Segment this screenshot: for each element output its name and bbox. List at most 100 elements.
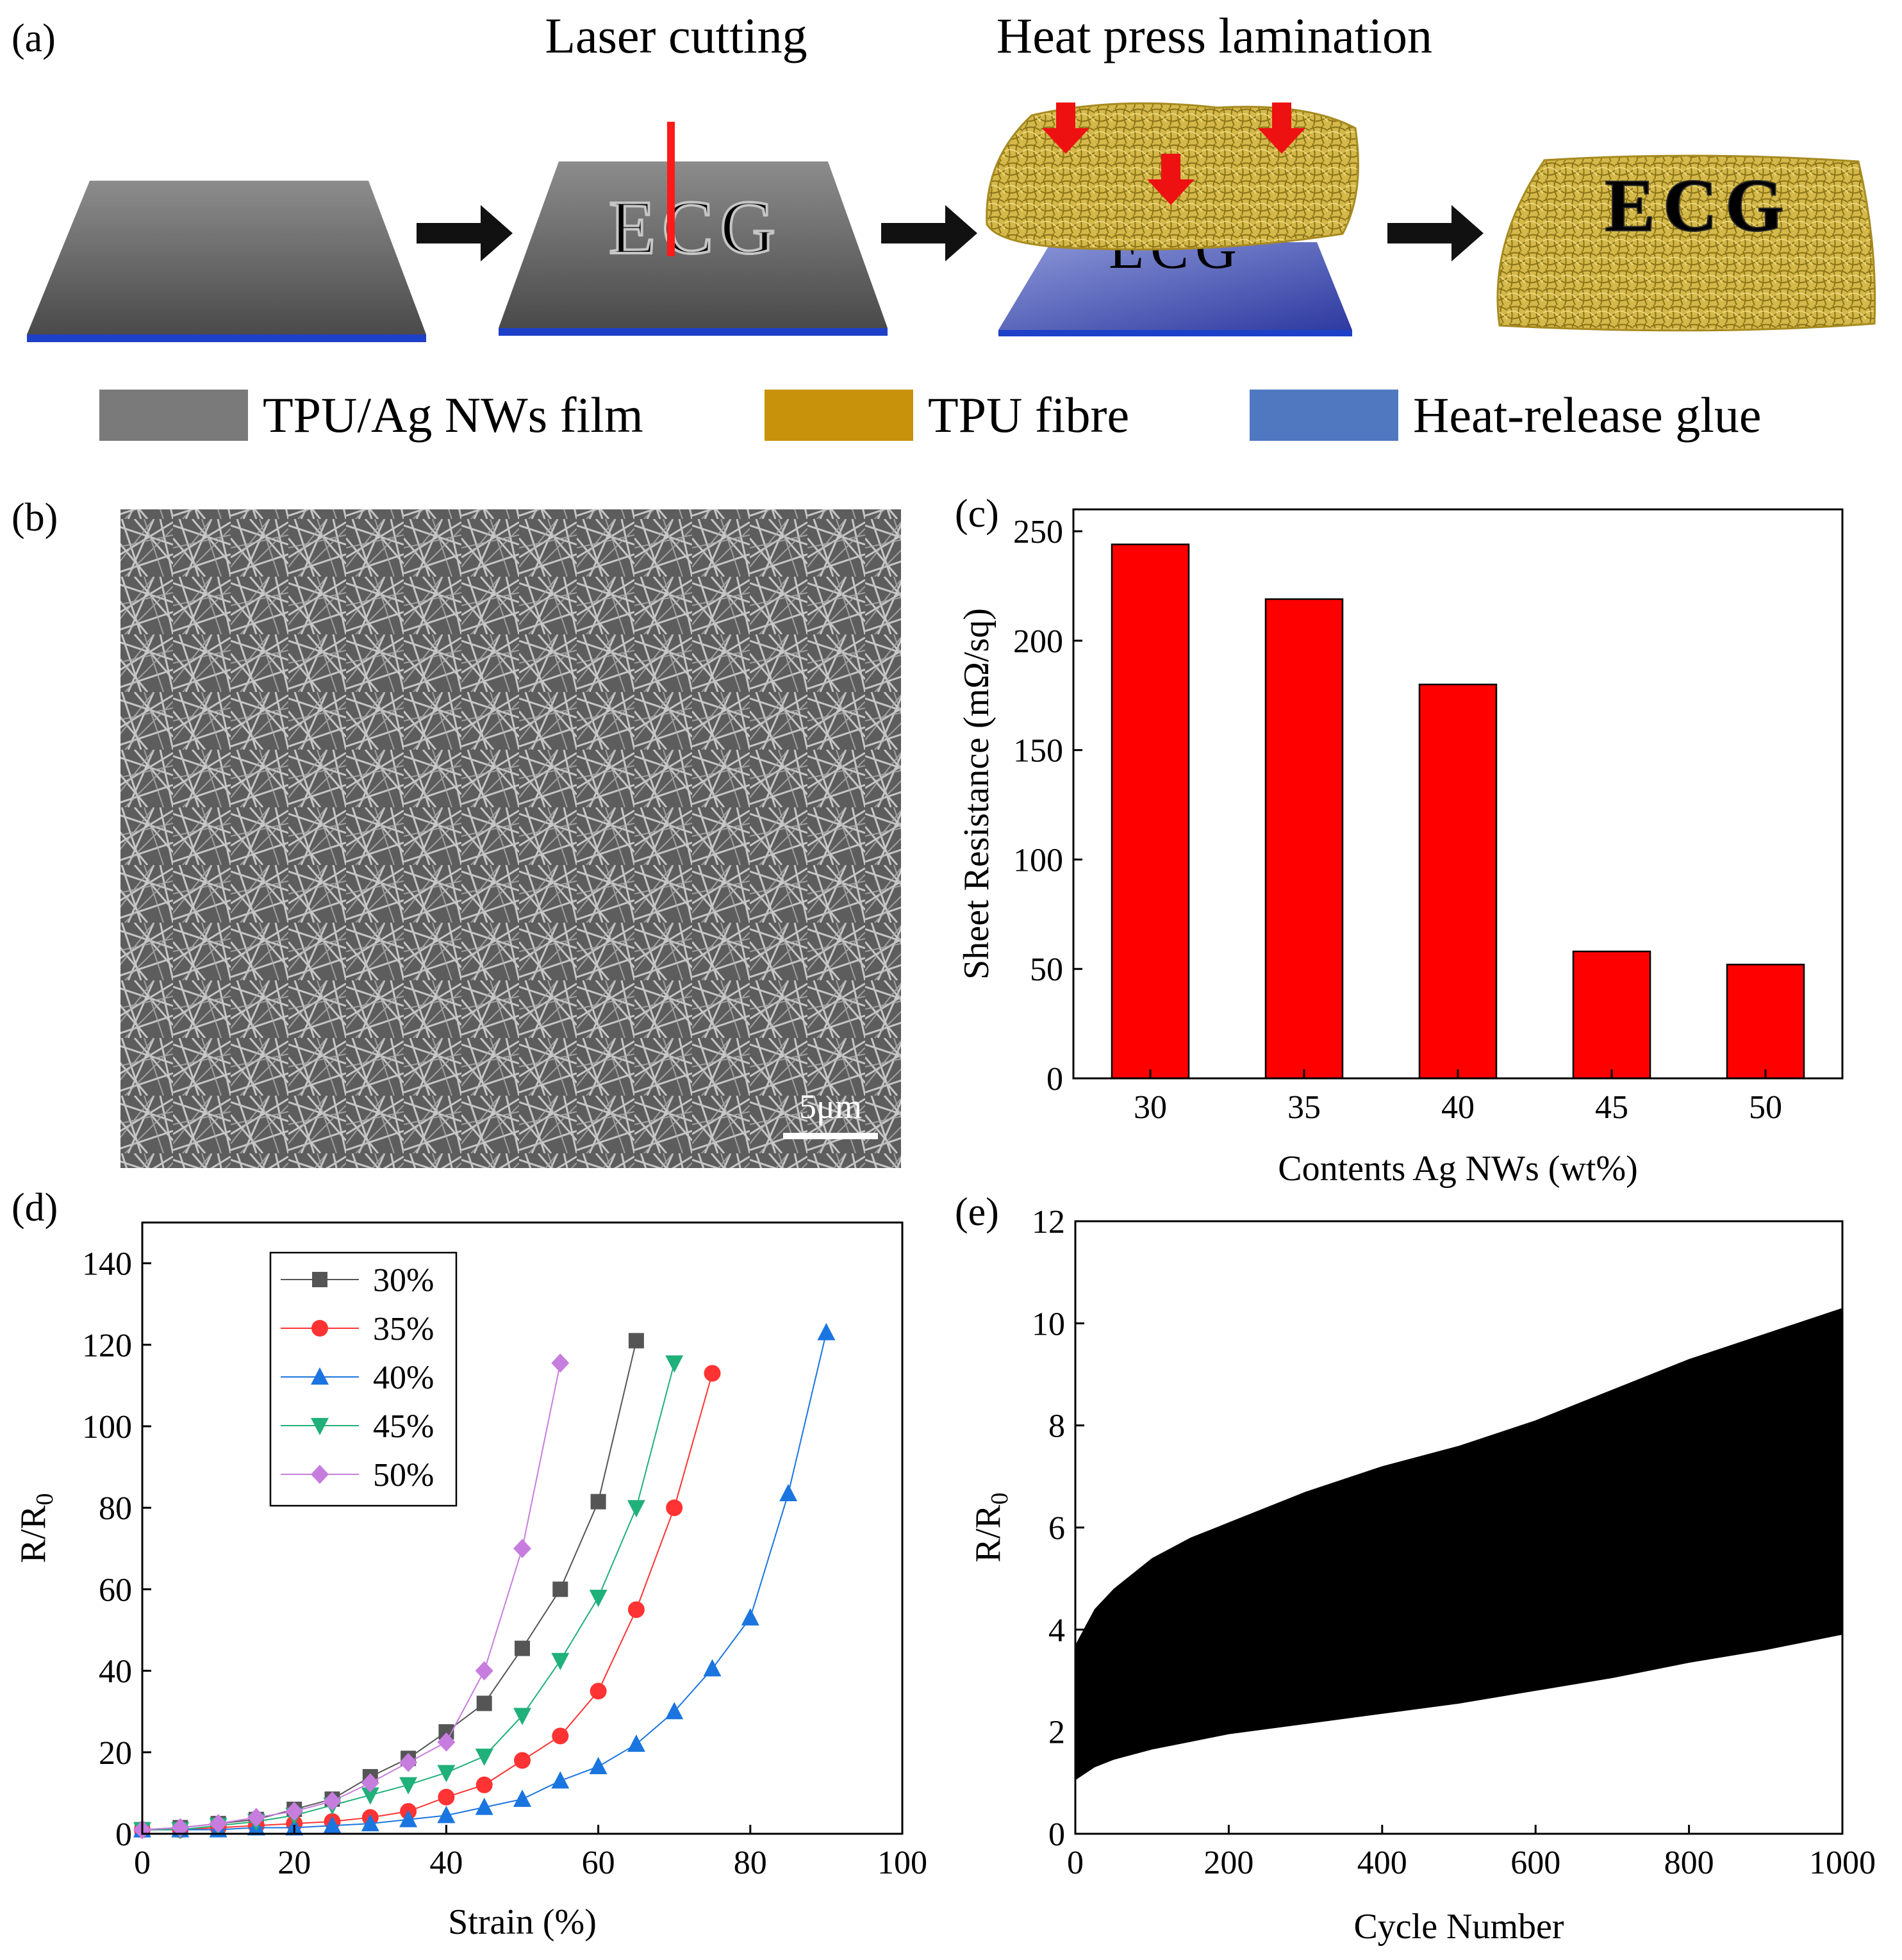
data-point-45% (551, 1652, 570, 1670)
data-point-35% (627, 1601, 645, 1618)
panel-label-d: (d) (12, 1186, 58, 1230)
y-tick-label: 140 (82, 1246, 132, 1283)
data-point-45% (589, 1590, 608, 1608)
data-point-40% (323, 1816, 342, 1834)
legend-swatch-film (99, 390, 248, 441)
ecg-electrode-text: ECG (1605, 163, 1792, 247)
plot-frame (141, 1221, 904, 1835)
data-point-50% (285, 1802, 304, 1822)
legend-label-45%: 45% (373, 1408, 434, 1445)
x-tick-label: 30 (1134, 1089, 1167, 1126)
data-point-30% (628, 1333, 644, 1349)
bar-35 (1264, 598, 1344, 1080)
panel-d-line-chart: (d) 0 20 40 60 80 100 120 140 0 20 40 60 80 100 Strain… (12, 1186, 927, 1942)
data-point-50% (247, 1808, 265, 1827)
x-tick-label: 45 (1595, 1089, 1628, 1126)
x-tick-label: 1000 (1809, 1845, 1876, 1881)
data-point-45% (361, 1787, 379, 1805)
x-axis-title: Contents Ag NWs (wt%) (1278, 1149, 1638, 1189)
panel-a-process-schematic: (a) Laser cutting Heat press lamination … (12, 8, 1876, 443)
data-point-45% (627, 1500, 645, 1518)
data-point-40% (779, 1483, 798, 1501)
data-point-50% (209, 1814, 227, 1834)
y-tick-label: 10 (1032, 1306, 1065, 1342)
x-axis-title: Cycle Number (1353, 1907, 1564, 1947)
legend-marker-30% (312, 1272, 327, 1287)
legend-label-glue: Heat-release glue (1413, 387, 1762, 443)
sem-micrograph (120, 509, 901, 1168)
legend-label-40%: 40% (373, 1360, 434, 1396)
y-tick-label: 80 (99, 1490, 132, 1527)
heat-press-title: Heat press lamination (996, 8, 1432, 63)
data-point-40% (817, 1322, 836, 1340)
plot-e: 0 2 4 6 8 10 12 0 200 400 600 800 1000 Cycle Number R/… (968, 1204, 1876, 1947)
y-tick-label: 120 (82, 1328, 132, 1364)
x-tick-label: 40 (1441, 1089, 1475, 1126)
ecg-cut-outline: ECG (609, 185, 782, 270)
x-tick-label: 600 (1510, 1845, 1560, 1881)
panel-b-sem-image: (b) 5μm (12, 496, 901, 1168)
scale-bar (783, 1133, 878, 1139)
data-point-50% (551, 1353, 570, 1373)
x-tick-label: 35 (1287, 1089, 1321, 1126)
x-tick-label: 0 (1067, 1845, 1084, 1881)
data-point-35% (704, 1365, 721, 1382)
y-tick-label: 0 (1046, 1061, 1063, 1098)
legend-marker-40% (311, 1367, 329, 1385)
plot-c: 30 35 40 45 50 0 50 100 150 200 250 Contents Ag NWs… (957, 508, 1844, 1189)
data-point-30% (476, 1695, 492, 1711)
legend-marker-50% (311, 1465, 329, 1484)
arrow-right-icon (417, 205, 513, 261)
legend-marker-35% (311, 1320, 328, 1337)
film-plain (27, 181, 426, 342)
panel-label-a: (a) (12, 17, 56, 60)
legend-label-50%: 50% (373, 1457, 434, 1494)
legend-swatch-glue (1250, 390, 1398, 441)
panel-e-cycling-chart: (e) 0 2 4 6 8 10 12 0 200 400 600 800 1000 Cycle Numb… (955, 1190, 1876, 1947)
heat-press-stack: ECG (986, 102, 1359, 336)
panel-label-c: (c) (955, 492, 999, 536)
arrow-right-icon (881, 205, 977, 261)
data-point-40% (437, 1806, 456, 1824)
bar-45 (1572, 950, 1651, 1080)
press-arrow-down-icon (1147, 154, 1195, 205)
x-tick-label: 0 (134, 1845, 151, 1881)
legend: 30% 35% 40% 45% 50% (269, 1251, 458, 1507)
data-point-40% (589, 1757, 608, 1775)
data-point-40% (551, 1771, 570, 1789)
laser-beam (667, 122, 675, 256)
y-tick-label: 100 (82, 1409, 132, 1445)
legend-label-35%: 35% (373, 1311, 434, 1347)
press-arrow-down-icon (1042, 103, 1089, 154)
data-point-45% (475, 1749, 493, 1766)
bar-30 (1111, 543, 1190, 1080)
laser-cutting-title: Laser cutting (545, 8, 807, 63)
data-point-40% (399, 1809, 418, 1827)
x-tick-label: 80 (734, 1845, 767, 1881)
scale-bar-label: 5μm (799, 1087, 862, 1126)
data-point-45% (513, 1708, 531, 1725)
bar-50 (1726, 964, 1805, 1080)
plot-d: 0 20 40 60 80 100 120 140 0 20 40 60 80 100 Strain (%)… (13, 1221, 927, 1942)
y-axis-title: R/R0 (968, 1492, 1013, 1562)
y-tick-label: 150 (1013, 733, 1063, 770)
data-point-35% (590, 1683, 607, 1700)
y-tick-label: 40 (99, 1654, 132, 1690)
data-point-35% (552, 1727, 569, 1745)
data-point-30% (590, 1494, 606, 1510)
data-point-40% (741, 1608, 759, 1626)
y-tick-label: 2 (1048, 1715, 1065, 1751)
y-tick-label: 0 (1048, 1816, 1065, 1853)
press-arrow-down-icon (1258, 103, 1305, 154)
x-tick-label: 60 (582, 1845, 615, 1881)
data-point-35% (476, 1776, 493, 1793)
y-tick-label: 12 (1032, 1204, 1065, 1240)
x-tick-label: 200 (1203, 1845, 1253, 1881)
plot-frame (1072, 508, 1844, 1080)
y-tick-label: 50 (1030, 951, 1063, 988)
data-point-50% (171, 1818, 190, 1838)
y-tick-label: 250 (1013, 514, 1063, 550)
data-point-50% (475, 1661, 493, 1681)
y-tick-label: 4 (1048, 1612, 1065, 1649)
